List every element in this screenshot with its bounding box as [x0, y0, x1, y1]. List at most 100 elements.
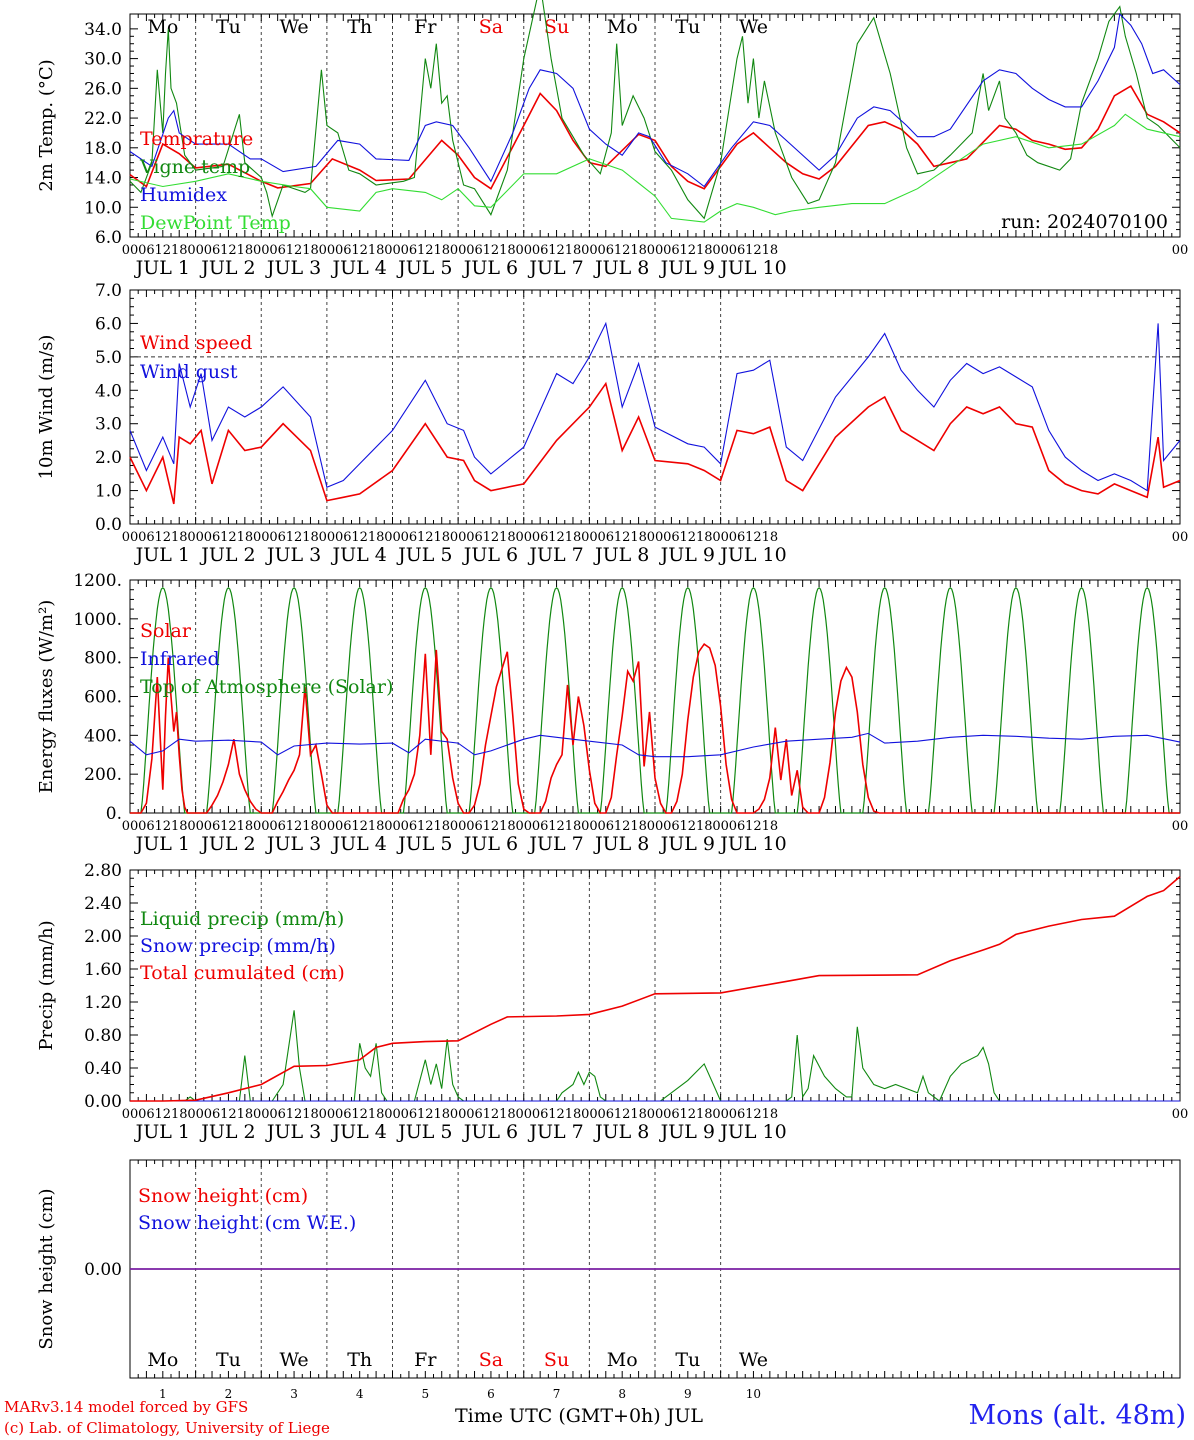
hour-tick-label: 12: [220, 819, 237, 834]
hour-tick-label: 12: [680, 243, 697, 258]
hour-tick-label: 06: [598, 530, 615, 545]
hour-tick-label: 00: [384, 530, 401, 545]
hour-tick-label: 00: [581, 243, 598, 258]
hour-tick-label: 18: [302, 819, 319, 834]
hour-tick-label: 12: [351, 819, 368, 834]
hour-tick-label: 06: [335, 819, 352, 834]
hour-tick-label: 18: [499, 530, 516, 545]
hour-tick-label: 06: [532, 1107, 549, 1122]
date-label: JUL 4: [331, 544, 387, 566]
hour-tick-label: 00: [122, 1107, 139, 1122]
hour-tick-label: 06: [663, 530, 680, 545]
hour-tick-label: 12: [351, 1107, 368, 1122]
y-tick-label: 30.0: [84, 50, 122, 70]
weekday-label: Mo: [607, 16, 638, 38]
hour-tick-label: 06: [663, 819, 680, 834]
y-tick-label: 1.20: [84, 993, 122, 1013]
date-label: JUL 7: [527, 833, 583, 855]
hour-tick-label: 00: [319, 243, 336, 258]
series-line-3: [130, 875, 1181, 1102]
legend-entry: Top of Atmosphere (Solar): [140, 676, 393, 698]
hour-ticks: [129, 290, 1181, 524]
hour-tick-label: 18: [630, 1107, 647, 1122]
date-label: JUL 1: [134, 257, 190, 279]
hour-tick-label: 06: [663, 1107, 680, 1122]
hour-tick-label: 12: [286, 243, 303, 258]
panel-4: 0.00 0.40 0.80 1.20 1.60 2.00 2.40 2.80 Precip (…: [36, 861, 1188, 1143]
y-tick-label: 1200.: [73, 571, 122, 591]
y-tick-label: 3.0: [95, 415, 122, 435]
hour-tick-label: 12: [417, 1107, 434, 1122]
hour-tick-label: 00: [253, 1107, 270, 1122]
hour-tick-label: 12: [614, 819, 631, 834]
legend-entry: Snow height (cm): [138, 1185, 308, 1207]
hour-tick-label: 00: [712, 243, 729, 258]
hour-tick-label: 06: [532, 530, 549, 545]
hour-tick-label: 06: [401, 1107, 418, 1122]
date-label: JUL 10: [718, 544, 786, 566]
y-tick-label: 26.0: [84, 79, 122, 99]
hour-tick-label: 06: [204, 819, 221, 834]
legend: Solar Infrared Top of Atmosphere (Solar): [140, 620, 393, 698]
hour-tick-label: 18: [630, 530, 647, 545]
weekday-labels: Mo Tu We Th Fr Sa Su Mo Tu We: [147, 16, 768, 38]
hour-tick-label: 00: [515, 530, 532, 545]
day-number-label: 10: [746, 1387, 761, 1401]
hour-tick-label: 00: [253, 530, 270, 545]
hour-tick-label: 12: [548, 1107, 565, 1122]
hour-tick-label: 18: [171, 243, 188, 258]
y-axis-label: 10m Wind (m/s): [36, 335, 57, 480]
hour-tick-label: 00: [450, 819, 467, 834]
day-number-label: 6: [487, 1387, 495, 1401]
model-credit-line1: MARv3.14 model forced by GFS: [4, 1398, 249, 1416]
weekday-labels: Mo Tu We Th Fr Sa Su Mo Tu We: [147, 1349, 768, 1371]
hour-tick-label: 06: [401, 530, 418, 545]
hour-tick-label: 06: [269, 243, 286, 258]
date-label: JUL 4: [331, 257, 387, 279]
hour-tick-label: 00: [712, 1107, 729, 1122]
hour-tick-label: 18: [302, 530, 319, 545]
hour-tick-label: 12: [680, 1107, 697, 1122]
date-label: JUL 5: [396, 544, 452, 566]
hour-tick-label: 12: [351, 243, 368, 258]
weekday-label: Sa: [479, 1349, 503, 1371]
legend-entry: Snow precip (mm/h): [140, 935, 336, 957]
hour-tick-label: 00: [581, 819, 598, 834]
y-tick-label: 6.0: [95, 228, 122, 248]
hour-tick-label: 06: [335, 530, 352, 545]
hour-ticks: [129, 870, 1181, 1101]
day-number-label: 1: [159, 1387, 167, 1401]
legend: Temprature Vigne temp Humidex DewPoint Temp: [139, 128, 291, 234]
y-tick-label: 0.40: [84, 1059, 122, 1079]
hour-tick-label: 12: [155, 530, 172, 545]
hour-tick-label: 12: [548, 819, 565, 834]
hour-tick-label: 12: [286, 819, 303, 834]
hour-tick-label: 06: [598, 1107, 615, 1122]
hour-tick-label: 06: [729, 530, 746, 545]
hour-tick-label: 06: [729, 243, 746, 258]
y-tick-label: 2.40: [84, 894, 122, 914]
hour-tick-label: 18: [302, 1107, 319, 1122]
hour-tick-label: 06: [204, 243, 221, 258]
hour-tick-label: 18: [433, 1107, 450, 1122]
y-tick-label: 0.80: [84, 1026, 122, 1046]
plot-frame: [129, 13, 1181, 238]
hour-tick-label: 00: [253, 819, 270, 834]
day-number-label: 5: [421, 1387, 429, 1401]
y-tick-label: 400.: [84, 726, 122, 746]
hour-tick-label: 00: [319, 1107, 336, 1122]
hour-tick-label: 00: [319, 530, 336, 545]
hour-tick-label: 06: [401, 819, 418, 834]
date-label: JUL 9: [659, 1121, 715, 1143]
date-label: JUL 6: [462, 257, 518, 279]
hour-tick-label: 06: [204, 530, 221, 545]
date-label: JUL 8: [593, 1121, 649, 1143]
date-label: JUL 7: [527, 544, 583, 566]
legend: Snow height (cm) Snow height (cm W.E.): [138, 1185, 356, 1234]
hour-tick-label: 00: [515, 243, 532, 258]
hour-tick-label: 18: [368, 243, 385, 258]
hour-tick-label: 00: [450, 530, 467, 545]
panel-1: 6.0 10.0 14.0 18.0 22.0 26.0 30.0 34.0 2m Temp. …: [36, 0, 1188, 279]
y-tick-label: 22.0: [84, 109, 122, 129]
hour-tick-label: 00: [1172, 530, 1189, 545]
